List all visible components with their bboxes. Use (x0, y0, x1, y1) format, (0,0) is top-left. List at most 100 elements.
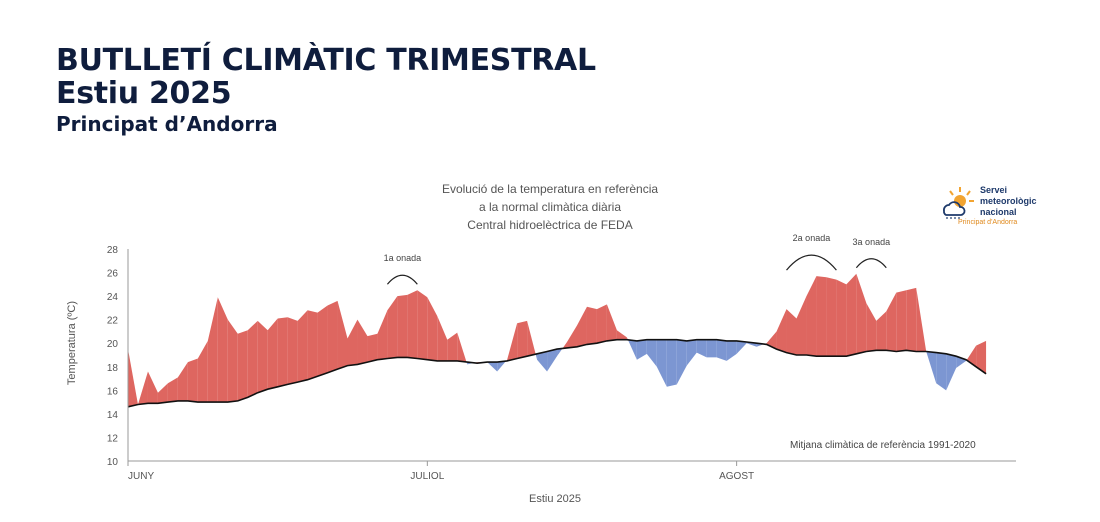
y-tick-label: 24 (107, 292, 119, 303)
anomaly-area (387, 296, 398, 359)
anomaly-area (676, 339, 687, 385)
anomaly-area (397, 294, 408, 358)
y-tick-label: 20 (107, 339, 119, 350)
anomaly-area (656, 339, 667, 387)
anomaly-area (297, 310, 308, 383)
anomaly-area (497, 361, 507, 372)
anomaly-area (547, 349, 558, 372)
anomaly-area (247, 320, 258, 398)
anomaly-area (666, 339, 677, 387)
y-tick-label: 18 (107, 363, 119, 374)
anomaly-area (567, 325, 577, 348)
chart-title: Evolució de la temperatura en referència… (380, 180, 720, 234)
anomaly-area (576, 306, 587, 347)
smn-logo: Servei meteorològic nacional Principat d… (938, 183, 1048, 229)
anomaly-area (726, 340, 737, 361)
anomaly-area (796, 296, 807, 355)
heatwave-arc (855, 258, 887, 269)
anomaly-area (716, 339, 727, 361)
anomaly-area (535, 353, 538, 360)
anomaly-area (537, 351, 548, 372)
anomaly-area (337, 300, 348, 370)
anomaly-area (307, 310, 318, 380)
anomaly-area (976, 340, 987, 374)
y-tick-label: 10 (107, 457, 119, 468)
logo-text: Servei meteorològic nacional (980, 185, 1037, 217)
anomaly-area (227, 319, 238, 403)
anomaly-area (616, 330, 627, 340)
anomaly-area (287, 317, 298, 385)
chart-title-line: a la normal climàtica diària (478, 200, 622, 214)
anomaly-area (826, 277, 837, 357)
anomaly-area (946, 353, 957, 391)
normal-line (127, 338, 987, 408)
heatwave-arc (786, 254, 837, 271)
anomaly-area (267, 318, 278, 390)
anomaly-area (157, 383, 168, 404)
anomaly-area (377, 310, 388, 360)
reference-note: Mitjana climàtica de referència 1991-202… (790, 440, 976, 451)
anomaly-area (487, 362, 498, 372)
report-header: BUTLLETÍ CLIMÀTIC TRIMESTRAL Estiu 2025 … (56, 44, 596, 138)
sun-cloud-icon (943, 187, 974, 219)
anomaly-area (317, 305, 328, 377)
anomaly-area (367, 333, 378, 363)
anomaly-area (217, 297, 228, 403)
anomaly-area (926, 351, 937, 384)
anomaly-area (187, 358, 198, 403)
anomaly-area (786, 309, 797, 355)
anomaly-area (557, 348, 563, 357)
anomaly-area (816, 276, 827, 357)
anomaly-area (527, 320, 536, 357)
y-tick-label: 16 (107, 386, 119, 397)
anomaly-area (906, 287, 917, 352)
anomaly-area (407, 290, 418, 359)
anomaly-area (586, 306, 597, 345)
anomaly-area (846, 273, 857, 357)
anomaly-area (197, 340, 208, 403)
anomaly-area (437, 316, 448, 361)
anomaly-area (257, 320, 268, 393)
y-tick-label: 26 (107, 269, 119, 280)
x-tick-label: AGOST (719, 471, 754, 482)
anomaly-area (457, 332, 467, 362)
logo-subtext: Principat d'Andorra (958, 219, 1018, 226)
anomaly-area (646, 339, 657, 367)
anomaly-area (836, 279, 847, 357)
y-tick-label: 12 (107, 433, 119, 444)
y-tick-label: 28 (107, 245, 119, 256)
anomaly-area (636, 339, 647, 360)
anomaly-area (596, 304, 607, 344)
report-region: Principat d’Andorra (56, 112, 278, 136)
anomaly-area (896, 290, 907, 352)
anomaly-area (606, 304, 617, 341)
chart-title-line: Evolució de la temperatura en referència (441, 182, 659, 196)
anomaly-area (916, 287, 927, 352)
chart-title-line: Central hidroelèctrica de FEDA (467, 218, 633, 232)
anomaly-area (936, 352, 947, 391)
heatwave-arc (386, 274, 418, 285)
anomaly-area (427, 297, 438, 361)
anomaly-area (447, 332, 458, 361)
x-axis-label: Estiu 2025 (529, 493, 581, 505)
anomaly-area (167, 377, 178, 403)
y-tick-label: 14 (107, 410, 119, 421)
anomaly-area (128, 349, 138, 407)
y-axis-label: Temperatura (ºC) (66, 300, 78, 386)
anomaly-area (876, 311, 887, 351)
anomaly-area (706, 339, 717, 358)
anomaly-area (866, 303, 877, 352)
anomaly-area (507, 323, 518, 361)
anomaly-area (347, 319, 358, 366)
anomaly-area (886, 292, 897, 352)
anomaly-area (237, 330, 248, 401)
anomaly-area (856, 273, 867, 354)
x-tick-label: JUNY (128, 471, 154, 482)
heatwave-label: 3a onada (853, 237, 891, 247)
anomaly-area (562, 342, 568, 349)
anomaly-area (806, 276, 817, 357)
anomaly-area (137, 371, 148, 405)
anomaly-area (776, 309, 787, 353)
x-tick-label: JULIOL (410, 471, 444, 482)
